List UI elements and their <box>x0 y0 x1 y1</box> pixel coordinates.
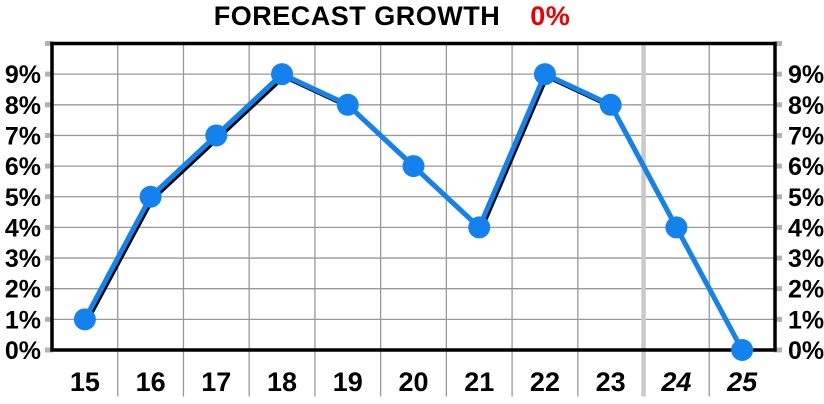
y-tick-right <box>774 132 782 138</box>
y-axis-label-right: 2% <box>788 276 824 304</box>
y-axis-label-left: 8% <box>5 92 41 120</box>
data-point-marker <box>336 93 359 116</box>
y-tick-right <box>774 286 782 292</box>
y-tick-left <box>45 194 53 200</box>
y-axis-label-left: 6% <box>5 153 41 181</box>
y-tick-right <box>774 347 782 353</box>
chart-title: FORECAST GROWTH 0% <box>0 0 784 34</box>
x-axis-label: 24 <box>660 367 691 397</box>
y-axis-label-left: 4% <box>5 214 41 242</box>
y-tick-right <box>774 224 782 230</box>
y-tick-left <box>45 286 53 292</box>
y-tick-left <box>45 132 53 138</box>
x-axis-label: 18 <box>267 367 297 397</box>
x-axis-label: 15 <box>70 367 100 397</box>
y-axis-label-right: 6% <box>788 153 824 181</box>
x-axis-label: 22 <box>530 367 560 397</box>
y-axis-label-left: 7% <box>5 122 41 150</box>
x-axis-label: 23 <box>596 367 626 397</box>
y-tick-left <box>45 255 53 261</box>
y-axis-label-left: 5% <box>5 184 41 212</box>
y-axis-label-left: 3% <box>5 245 41 273</box>
y-tick-right <box>774 163 782 169</box>
y-axis-label-right: 3% <box>788 245 824 273</box>
y-tick-left <box>45 347 53 353</box>
y-axis-label-left: 1% <box>5 306 41 334</box>
y-axis-label-right: 0% <box>788 337 824 365</box>
y-tick-left <box>45 41 53 46</box>
y-axis-label-right: 9% <box>788 61 824 89</box>
y-axis-label-right: 7% <box>788 122 824 150</box>
plot-border <box>50 41 777 352</box>
y-tick-right <box>774 316 782 322</box>
x-axis-label: 25 <box>726 367 758 397</box>
y-tick-left <box>45 102 53 108</box>
y-tick-right <box>774 194 782 200</box>
y-axis-label-right: 1% <box>788 306 824 334</box>
data-point-marker <box>468 216 491 239</box>
x-axis-label: 21 <box>464 367 494 397</box>
y-tick-left <box>45 224 53 230</box>
y-axis-label-left: 2% <box>5 276 41 304</box>
x-axis-label: 16 <box>136 367 166 397</box>
y-axis-label-right: 5% <box>788 184 824 212</box>
y-tick-left <box>45 316 53 322</box>
y-tick-right <box>774 102 782 108</box>
chart-title-text: FORECAST GROWTH <box>213 1 501 31</box>
y-tick-right <box>774 255 782 261</box>
data-point-marker <box>402 155 425 178</box>
y-axis-label-left: 9% <box>5 61 41 89</box>
data-point-marker <box>139 185 162 208</box>
data-point-marker <box>73 308 96 331</box>
y-axis-label-right: 4% <box>788 214 824 242</box>
y-tick-left <box>45 71 53 77</box>
data-point-marker <box>731 339 754 361</box>
chart-title-value: 0% <box>530 1 571 31</box>
x-axis-label: 20 <box>398 367 428 397</box>
data-point-marker <box>533 63 556 86</box>
x-axis-label: 19 <box>333 367 363 397</box>
y-tick-right <box>774 41 782 46</box>
data-point-marker <box>665 216 688 239</box>
y-tick-left <box>45 163 53 169</box>
data-point-marker <box>205 124 228 147</box>
data-point-marker <box>271 63 294 86</box>
data-point-marker <box>599 93 622 116</box>
y-axis-label-left: 0% <box>5 337 41 365</box>
y-axis-label-right: 8% <box>788 92 824 120</box>
x-axis-label: 17 <box>201 367 231 397</box>
y-tick-right <box>774 71 782 77</box>
